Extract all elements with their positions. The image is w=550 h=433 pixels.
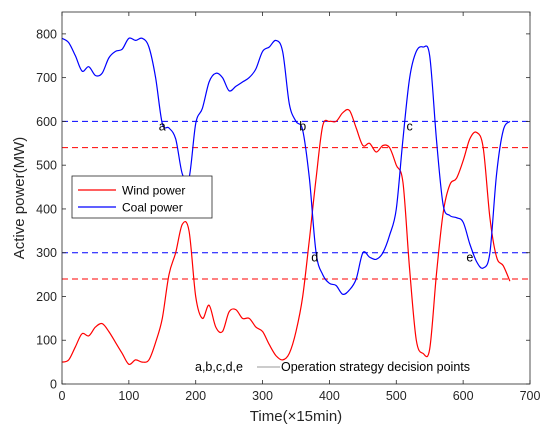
y-tick-label: 0 (50, 378, 57, 392)
x-tick-label: 700 (520, 389, 541, 403)
legend-label-wind-power: Wind power (122, 184, 185, 198)
y-axis-label: Active power(MW) (11, 137, 28, 260)
series-line-wind-power (61, 108, 511, 366)
plot-frame (61, 11, 531, 385)
y-tick-label: 300 (36, 246, 57, 260)
y-tick-label: 600 (36, 115, 57, 129)
y-tick-label: 400 (36, 202, 57, 216)
legend-label-coal-power: Coal power (122, 201, 183, 215)
x-tick-label: 600 (453, 389, 474, 403)
decision-point-labels: a b c d e (159, 119, 474, 264)
series-line-coal-power (61, 37, 511, 296)
x-tick-label: 200 (185, 389, 206, 403)
y-axis-ticks: 0 100 200 300 400 500 600 700 800 (36, 27, 530, 392)
x-tick-label: 500 (386, 389, 407, 403)
y-tick-label: 500 (36, 159, 57, 173)
annotation-text: Operation strategy decision points (281, 360, 470, 374)
point-label-b: b (299, 119, 306, 133)
point-label-c: c (407, 119, 413, 133)
legend-box (71, 175, 213, 219)
point-label-d: d (311, 251, 318, 265)
point-label-a: a (159, 119, 166, 133)
x-tick-label: 0 (59, 389, 66, 403)
decision-points-annotation: a,b,c,d,e Operation strategy decision po… (195, 360, 470, 374)
series-lines (61, 37, 511, 366)
y-tick-label: 100 (36, 334, 57, 348)
y-tick-label: 700 (36, 71, 57, 85)
annotation-points: a,b,c,d,e (195, 360, 243, 374)
y-tick-label: 200 (36, 290, 57, 304)
x-axis-label: Time(×15min) (250, 408, 342, 425)
y-tick-label: 800 (36, 27, 57, 41)
x-axis-ticks: 0 100 200 300 400 500 600 700 (59, 12, 541, 403)
x-tick-label: 400 (319, 389, 340, 403)
x-tick-label: 300 (252, 389, 273, 403)
x-tick-label: 100 (118, 389, 139, 403)
point-label-e: e (466, 251, 473, 265)
legend: Wind power Coal power (71, 175, 213, 219)
